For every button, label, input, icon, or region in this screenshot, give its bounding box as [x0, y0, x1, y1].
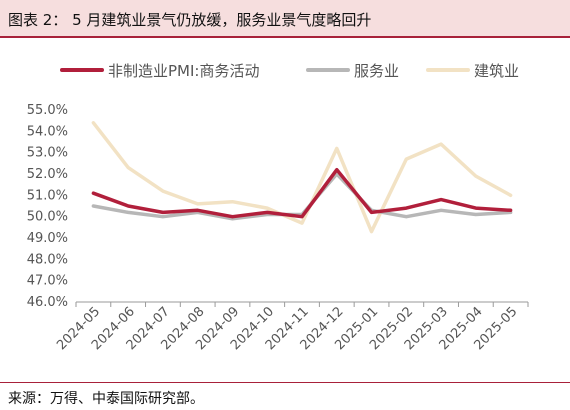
legend-label: 非制造业PMI:商务活动	[108, 62, 259, 80]
y-tick-label: 49.0%	[27, 231, 68, 246]
source-divider	[0, 382, 570, 383]
y-tick-label: 55.0%	[27, 103, 68, 118]
chart-series	[91, 121, 513, 234]
series-line-2	[91, 121, 513, 234]
y-tick-label: 53.0%	[27, 146, 68, 161]
y-tick-label: 47.0%	[27, 274, 68, 289]
title-bar: 图表 2： 5 月建筑业景气仍放缓，服务业景气度略回升	[0, 0, 570, 38]
y-tick-label: 54.0%	[27, 124, 68, 139]
y-tick-label: 48.0%	[27, 252, 68, 267]
y-tick-label: 51.0%	[27, 188, 68, 203]
x-axis: 2024-052024-062024-072024-082024-092024-…	[54, 301, 529, 353]
source-note: 来源：万得、中泰国际研究部。	[8, 391, 204, 407]
chart-legend: 非制造业PMI:商务活动 服务业 建筑业	[60, 62, 519, 80]
series-line-0	[91, 167, 513, 219]
legend-label: 服务业	[354, 62, 399, 80]
y-tick-label: 52.0%	[27, 167, 68, 182]
line-chart: 非制造业PMI:商务活动 服务业 建筑业 46.0% 47.0% 48.0% 49.0% 5…	[27, 62, 529, 353]
y-tick-label: 46.0%	[27, 295, 68, 310]
legend-label: 建筑业	[474, 62, 519, 80]
y-axis: 46.0% 47.0% 48.0% 49.0% 50.0% 51.0% 52.0% 53.0%…	[27, 103, 68, 310]
page-title: 图表 2： 5 月建筑业景气仍放缓，服务业景气度略回升	[8, 11, 372, 29]
y-tick-label: 50.0%	[27, 210, 68, 225]
